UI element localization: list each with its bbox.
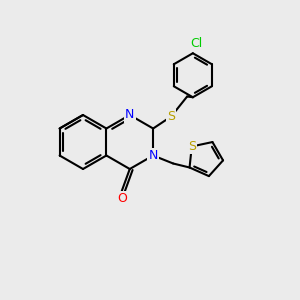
- Text: N: N: [125, 109, 134, 122]
- Text: S: S: [188, 140, 196, 153]
- Text: S: S: [167, 110, 175, 123]
- Text: N: N: [148, 149, 158, 162]
- Text: O: O: [117, 193, 127, 206]
- Text: Cl: Cl: [191, 37, 203, 50]
